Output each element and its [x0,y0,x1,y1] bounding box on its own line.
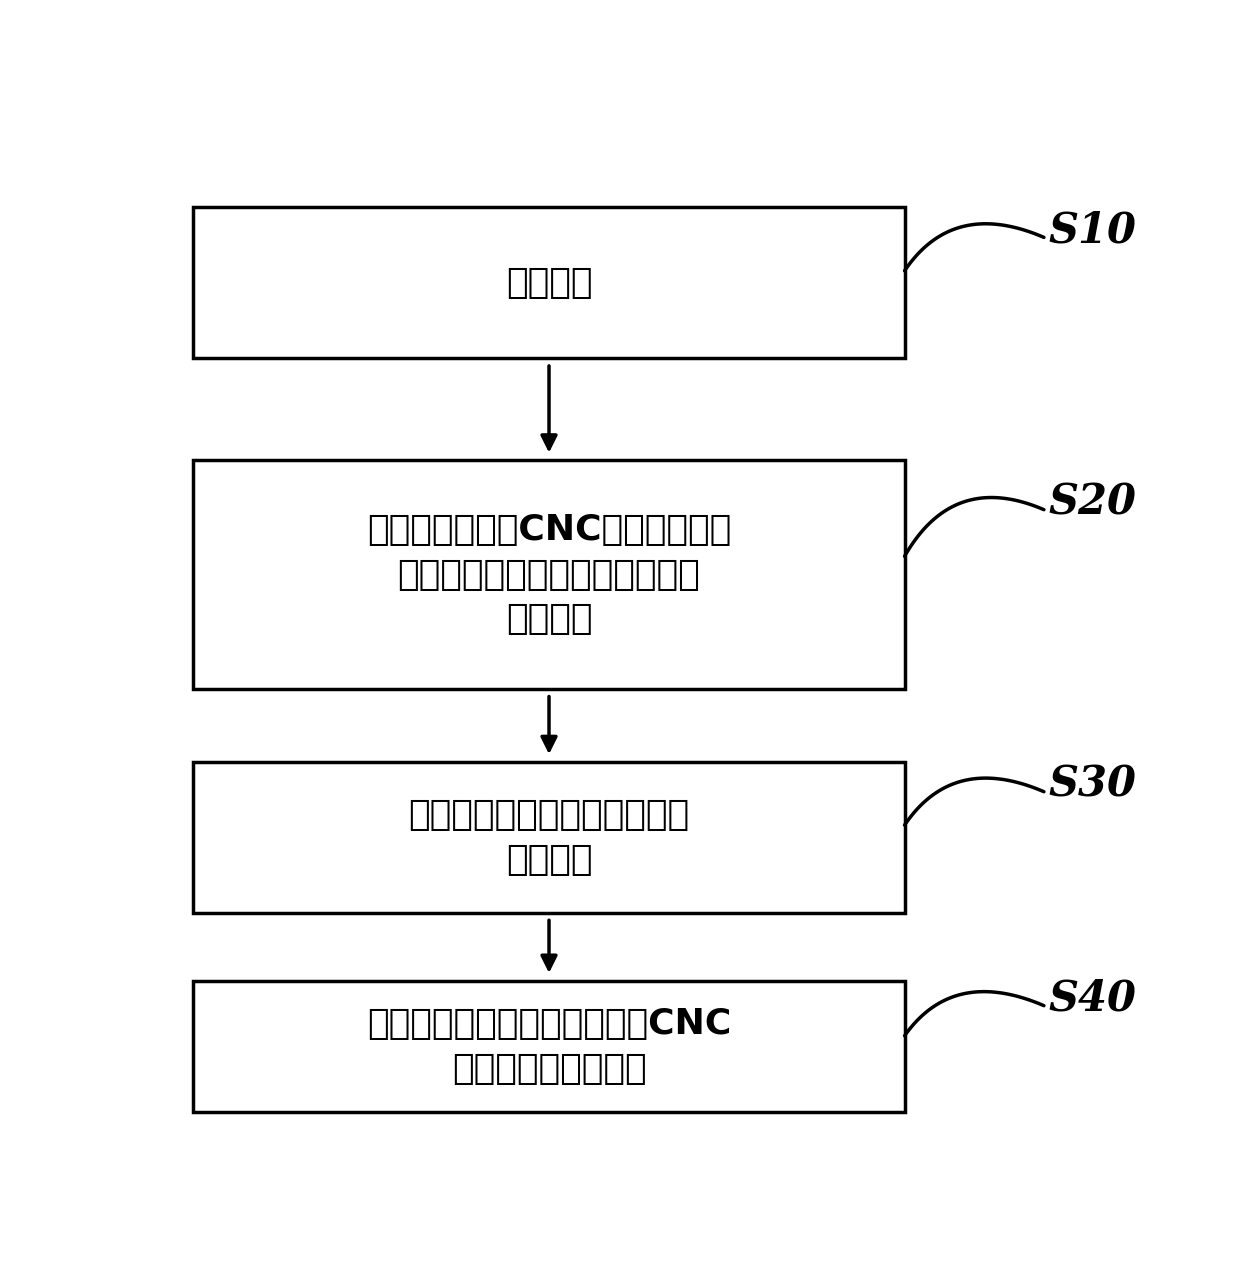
Bar [193,980,904,1111]
Bar [193,460,904,688]
Text: 对所述板材和所述塑胶件进行CNC
加工得到成型的中框: 对所述板材和所述塑胶件进行CNC 加工得到成型的中框 [367,1007,732,1086]
Text: S10: S10 [1049,210,1137,251]
Text: S30: S30 [1049,764,1137,806]
Bar [193,762,904,913]
Bar [193,207,904,359]
Text: S20: S20 [1049,482,1137,524]
Text: 将所述板材放入到注塑模具中
进行注塑: 将所述板材放入到注塑模具中 进行注塑 [408,798,689,877]
Text: 提供板材: 提供板材 [506,265,593,299]
Text: S40: S40 [1049,978,1137,1019]
Text: 对所述板材进行CNC加工，在所述
板材的正反面成形出注塑结构和
注塑流道: 对所述板材进行CNC加工，在所述 板材的正反面成形出注塑结构和 注塑流道 [367,513,732,637]
